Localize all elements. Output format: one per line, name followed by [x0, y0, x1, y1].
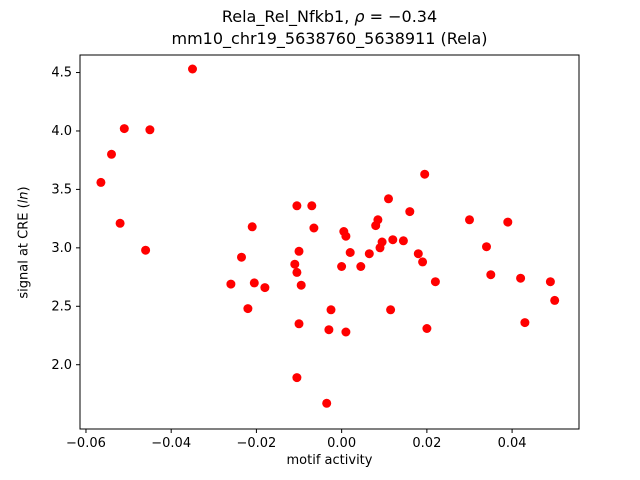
- data-point: [482, 242, 491, 252]
- data-point: [326, 305, 336, 315]
- data-point: [386, 305, 396, 315]
- data-point: [430, 277, 440, 287]
- data-point: [341, 231, 351, 241]
- y-tick-label: 2.5: [51, 299, 72, 314]
- x-tick-label: −0.06: [66, 436, 106, 451]
- data-point: [341, 327, 351, 337]
- data-point: [243, 304, 253, 314]
- y-axis-label-ln: ln: [16, 191, 32, 204]
- data-point: [364, 249, 374, 259]
- y-tick-label: 4.0: [51, 124, 72, 139]
- data-point: [413, 249, 423, 259]
- data-point: [545, 277, 555, 287]
- x-tick-label: 0.04: [498, 436, 527, 451]
- data-point: [294, 246, 304, 256]
- data-point: [292, 201, 302, 211]
- data-point: [486, 270, 496, 280]
- chart-title-line1: Rela_Rel_Nfkb1, ρ = −0.34: [80, 6, 579, 28]
- data-point: [290, 259, 300, 269]
- data-point: [292, 267, 302, 277]
- x-tick-label: −0.04: [151, 436, 191, 451]
- data-point: [398, 236, 408, 246]
- x-tick-label: −0.02: [236, 436, 276, 451]
- data-point: [247, 222, 257, 232]
- data-point: [384, 194, 393, 204]
- title-correlation-value: = −0.34: [364, 7, 438, 26]
- data-point: [337, 262, 347, 271]
- data-point: [356, 262, 366, 271]
- data-point: [260, 283, 270, 293]
- data-point: [324, 325, 334, 335]
- data-point: [503, 217, 513, 227]
- chart-title: Rela_Rel_Nfkb1, ρ = −0.34 mm10_chr19_563…: [80, 6, 579, 49]
- data-point: [307, 201, 317, 211]
- data-point: [296, 280, 306, 290]
- data-point: [309, 223, 319, 233]
- data-point: [418, 257, 428, 267]
- y-tick-label: 3.0: [51, 241, 72, 256]
- chart-title-line2: mm10_chr19_5638760_5638911 (Rela): [171, 28, 488, 48]
- data-point: [294, 319, 304, 329]
- data-point: [115, 218, 125, 228]
- data-point: [292, 373, 302, 383]
- data-point: [249, 278, 259, 288]
- data-point: [107, 149, 116, 159]
- axes-frame: [79, 54, 580, 430]
- x-tick-label: 0.02: [412, 436, 441, 451]
- data-point: [226, 279, 236, 289]
- y-tick-label: 3.5: [51, 183, 72, 198]
- x-axis-label: motif activity: [286, 453, 373, 468]
- data-point: [420, 169, 430, 179]
- y-axis-label-prefix: signal at CRE (: [16, 203, 32, 299]
- data-point: [405, 207, 415, 217]
- data-point: [377, 237, 387, 247]
- data-point: [141, 245, 151, 255]
- x-tick-label: 0.00: [327, 436, 356, 451]
- data-point: [373, 215, 383, 225]
- y-axis-label-suffix: ): [16, 186, 32, 192]
- data-point: [422, 324, 432, 333]
- data-point: [145, 125, 155, 135]
- data-point: [516, 273, 526, 283]
- data-point: [119, 124, 129, 134]
- y-axis-label: signal at CRE (ln): [17, 123, 32, 363]
- data-point: [96, 177, 106, 187]
- data-point: [345, 248, 355, 257]
- data-point: [550, 295, 560, 305]
- title-rho-symbol: ρ: [354, 7, 365, 26]
- y-tick-label: 2.0: [51, 358, 72, 373]
- title-prefix: Rela_Rel_Nfkb1,: [221, 7, 355, 26]
- data-point: [237, 252, 246, 262]
- data-point: [388, 235, 398, 245]
- y-tick-label: 4.5: [51, 66, 72, 81]
- data-point: [465, 215, 474, 225]
- data-point: [322, 398, 332, 408]
- data-point: [520, 318, 530, 328]
- data-point: [188, 64, 197, 74]
